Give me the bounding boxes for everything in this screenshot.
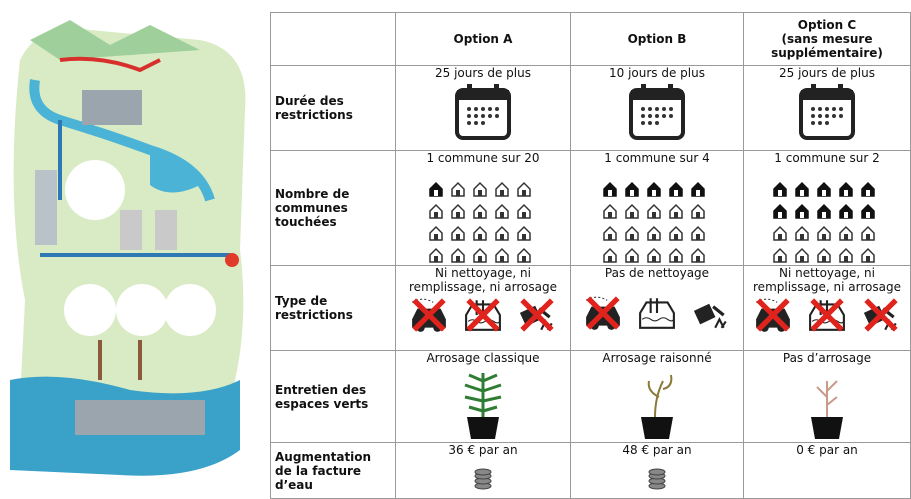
cell-text: Arrosage raisonné <box>602 351 712 365</box>
cell: 0 € par an <box>743 442 911 499</box>
cell: 25 jours de plus <box>743 65 911 151</box>
cell-text: Ni nettoyage, ni remplissage, ni arrosag… <box>409 266 557 294</box>
illustration <box>10 20 246 476</box>
cell: Ni nettoyage, ni remplissage, ni arrosag… <box>395 265 571 351</box>
column-header: Option B <box>570 12 744 66</box>
cell-text: 0 € par an <box>796 443 858 457</box>
cell: Pas d’arrosage <box>743 350 911 443</box>
column-header: Option C (sans mesure supplémentaire) <box>743 12 911 66</box>
row-label: Durée des restrictions <box>270 65 396 151</box>
cell: Arrosage classique <box>395 350 571 443</box>
cell-text: 1 commune sur 4 <box>604 151 710 165</box>
column-header: Option A <box>395 12 571 66</box>
cell: 48 € par an <box>570 442 744 499</box>
cell-text: Arrosage classique <box>426 351 540 365</box>
options-table: Option A Option B Option C (sans mesure … <box>270 12 911 499</box>
cell-text: Pas d’arrosage <box>782 351 872 365</box>
row-label: Entretien des espaces verts <box>270 350 396 443</box>
cell: Pas de nettoyage <box>570 265 744 351</box>
cell-text: Ni nettoyage, ni remplissage, ni arrosag… <box>753 266 901 294</box>
cell-text: 10 jours de plus <box>609 66 705 80</box>
corner <box>270 12 396 66</box>
cell: 36 € par an <box>395 442 571 499</box>
cell-text: 1 commune sur 2 <box>774 151 880 165</box>
row-label: Nombre de communes touchées <box>270 150 396 266</box>
cell: Arrosage raisonné <box>570 350 744 443</box>
cell-text: 1 commune sur 20 <box>426 151 540 165</box>
row-label: Type de restrictions <box>270 265 396 351</box>
cell-text: 48 € par an <box>622 443 692 457</box>
cell-text: 36 € par an <box>448 443 518 457</box>
cell: 1 commune sur 4 <box>570 150 744 266</box>
cell-text: Pas de nettoyage <box>604 266 710 280</box>
row-label: Augmentation de la facture d’eau <box>270 442 396 499</box>
cell: 1 commune sur 2 <box>743 150 911 266</box>
cell: Ni nettoyage, ni remplissage, ni arrosag… <box>743 265 911 351</box>
cell-text: 25 jours de plus <box>779 66 875 80</box>
cell: 25 jours de plus <box>395 65 571 151</box>
cell-text: 25 jours de plus <box>435 66 531 80</box>
cell: 1 commune sur 20 <box>395 150 571 266</box>
cell: 10 jours de plus <box>570 65 744 151</box>
